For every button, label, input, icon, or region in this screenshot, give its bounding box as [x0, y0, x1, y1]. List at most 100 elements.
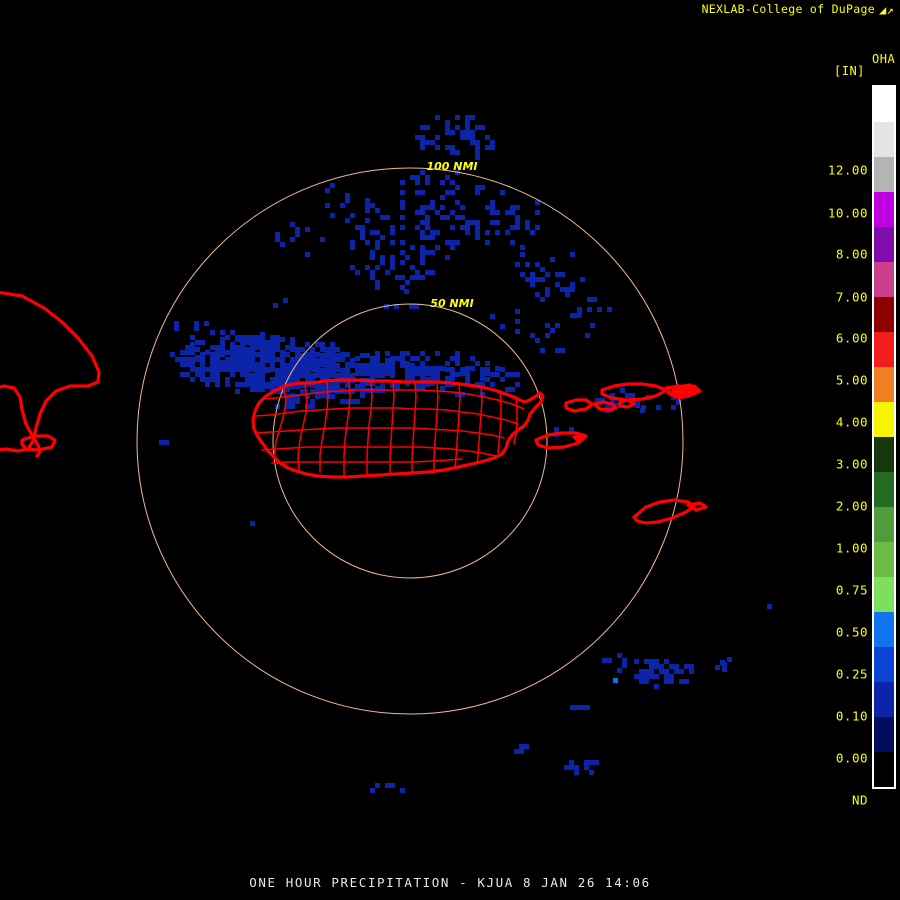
echo-cell — [425, 225, 430, 230]
range-ring-100-nmi — [136, 167, 684, 715]
echo-cell — [275, 382, 280, 387]
legend-band-12.00 — [874, 122, 894, 157]
echo-cell — [275, 373, 280, 378]
echo-cell — [300, 368, 305, 373]
echo-cell — [635, 403, 640, 408]
echo-cell — [375, 386, 380, 391]
echo-cell — [180, 362, 185, 367]
echo-cell — [355, 399, 360, 404]
echo-cell — [400, 225, 405, 230]
echo-cell — [490, 372, 495, 377]
echo-cell — [689, 664, 694, 669]
echo-cell — [330, 213, 335, 218]
echo-cell — [450, 130, 455, 135]
echo-cell — [405, 351, 410, 356]
echo-cell — [420, 366, 425, 371]
echo-cell — [305, 363, 310, 368]
echo-cell — [305, 252, 310, 257]
echo-cell — [409, 304, 414, 309]
echo-cell — [330, 347, 335, 352]
echo-cell — [215, 382, 220, 387]
echo-cell — [385, 215, 390, 220]
echo-cell — [545, 287, 550, 292]
echo-cell — [355, 225, 360, 230]
echo-cell — [445, 376, 450, 381]
echo-cell — [365, 363, 370, 368]
echo-cell — [500, 377, 505, 382]
echo-cell — [290, 347, 295, 352]
echo-cell — [525, 262, 530, 267]
echo-cell — [390, 366, 395, 371]
legend-band-7.00 — [874, 262, 894, 297]
echo-cell — [370, 363, 375, 368]
echo-cell — [435, 371, 440, 376]
echo-cell — [420, 125, 425, 130]
legend-tick-5: 5.00 — [835, 372, 868, 388]
echo-cell — [535, 292, 540, 297]
echo-cell — [345, 373, 350, 378]
echo-cell — [220, 345, 225, 350]
echo-cell — [235, 345, 240, 350]
echo-cell — [360, 383, 365, 388]
echo-cell — [410, 356, 415, 361]
echo-cell — [405, 280, 410, 285]
echo-cell — [560, 287, 565, 292]
echo-cell — [420, 386, 425, 391]
echo-cell — [295, 399, 300, 404]
echo-cell — [455, 356, 460, 361]
echo-cell — [569, 760, 574, 765]
echo-cell — [180, 350, 185, 355]
island-culebra-islets — [592, 400, 618, 412]
echo-cell — [250, 352, 255, 357]
legend-tick-14: 0.00 — [835, 750, 868, 766]
echo-cell — [515, 382, 520, 387]
echo-cell — [617, 668, 622, 673]
echo-cell — [465, 120, 470, 125]
echo-cell — [445, 215, 450, 220]
echo-cell — [540, 348, 545, 353]
echo-cell — [235, 367, 240, 372]
echo-cell — [200, 357, 205, 362]
echo-cell — [445, 145, 450, 150]
echo-cell — [545, 272, 550, 277]
echo-cell — [370, 373, 375, 378]
precipitation-echo-layer — [159, 115, 772, 793]
echo-cell — [405, 366, 410, 371]
echo-cell — [320, 373, 325, 378]
echo-cell — [220, 367, 225, 372]
echo-cell — [722, 662, 727, 667]
echo-cell — [240, 335, 245, 340]
echo-cell — [225, 357, 230, 362]
echo-cell — [555, 348, 560, 353]
expand-arrow-icon[interactable]: ◢↗ — [878, 3, 894, 17]
echo-cell — [260, 378, 265, 383]
echo-cell — [260, 384, 265, 389]
echo-cell — [275, 340, 280, 345]
echo-cell — [350, 389, 355, 394]
echo-cell — [587, 307, 592, 312]
echo-cell — [280, 242, 285, 247]
echo-cell — [630, 393, 635, 398]
echo-cell — [425, 205, 430, 210]
echo-cell — [360, 393, 365, 398]
radar-display[interactable]: 50 NMI 100 NMI — [0, 0, 820, 880]
echo-cell — [370, 230, 375, 235]
echo-cell — [480, 371, 485, 376]
echo-cell — [360, 363, 365, 368]
echo-cell — [380, 255, 385, 260]
echo-cell — [215, 355, 220, 360]
echo-cell — [350, 240, 355, 245]
echo-cell — [335, 384, 340, 389]
echo-cell — [375, 358, 380, 363]
echo-cell — [395, 386, 400, 391]
echo-cell — [275, 378, 280, 383]
legend-color-bar[interactable] — [872, 85, 896, 789]
legend-tick-3: 7.00 — [835, 289, 868, 304]
echo-cell — [370, 368, 375, 373]
echo-cell — [585, 705, 590, 710]
echo-cell — [495, 372, 500, 377]
echo-cell — [510, 387, 515, 392]
echo-cell — [577, 307, 582, 312]
echo-cell — [400, 190, 405, 195]
echo-cell — [530, 282, 535, 287]
